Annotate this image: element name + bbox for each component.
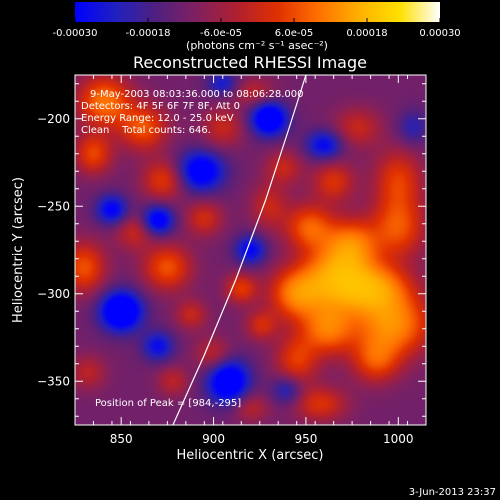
colorbar-tick-label: -6.0e-05 [200, 28, 242, 39]
colorbar-tick-label: -0.00018 [126, 28, 171, 39]
plot-area [75, 75, 426, 425]
y-tick-label: −250 [37, 199, 70, 213]
annotation-energy-range: Energy Range: 12.0 - 25.0 keV [81, 113, 234, 124]
plot-frame [74, 74, 427, 426]
annotation-peak-position: Position of Peak = [984,-295] [95, 398, 241, 409]
colorbar-tick-label: 0.00030 [419, 28, 460, 39]
annotation-clean-counts: Clean Total counts: 646. [81, 125, 211, 136]
x-tick-label: 950 [294, 432, 317, 446]
footer-date: 3-Jun-2013 23:37 [409, 487, 496, 498]
colorbar-tick-label: 6.0e-05 [275, 28, 313, 39]
annotation-detectors: Detectors: 4F 5F 6F 7F 8F, Att 0 [81, 101, 240, 112]
y-axis-label: Heliocentric Y (arcsec) [11, 177, 26, 323]
y-tick-label: −300 [37, 287, 70, 301]
x-tick-label: 1000 [383, 432, 414, 446]
x-axis-label: Heliocentric X (arcsec) [177, 448, 324, 463]
x-tick-label: 900 [202, 432, 225, 446]
y-tick-label: −350 [37, 374, 70, 388]
colorbar-units-label: (photons cm⁻² s⁻¹ asec⁻²) [186, 39, 328, 52]
axis-ticks: 850 900 950 1000 −200 −250 −300 −350 [37, 75, 427, 446]
solar-limb-line [172, 75, 307, 425]
heatmap-image [75, 75, 426, 425]
x-tick-label: 850 [110, 432, 133, 446]
colorbar [75, 2, 440, 22]
colorbar-tick-label: 0.00018 [346, 28, 387, 39]
y-tick-label: −200 [37, 112, 70, 126]
colorbar-tick-label: -0.00030 [53, 28, 98, 39]
colorbar-ticks: -0.00030 -0.00018 -6.0e-05 6.0e-05 0.00018 0.… [53, 18, 461, 39]
chart-title: Reconstructed RHESSI Image [133, 53, 367, 72]
annotation-time-range: 9-May-2003 08:03:36.000 to 08:06:28.000 [90, 89, 303, 100]
